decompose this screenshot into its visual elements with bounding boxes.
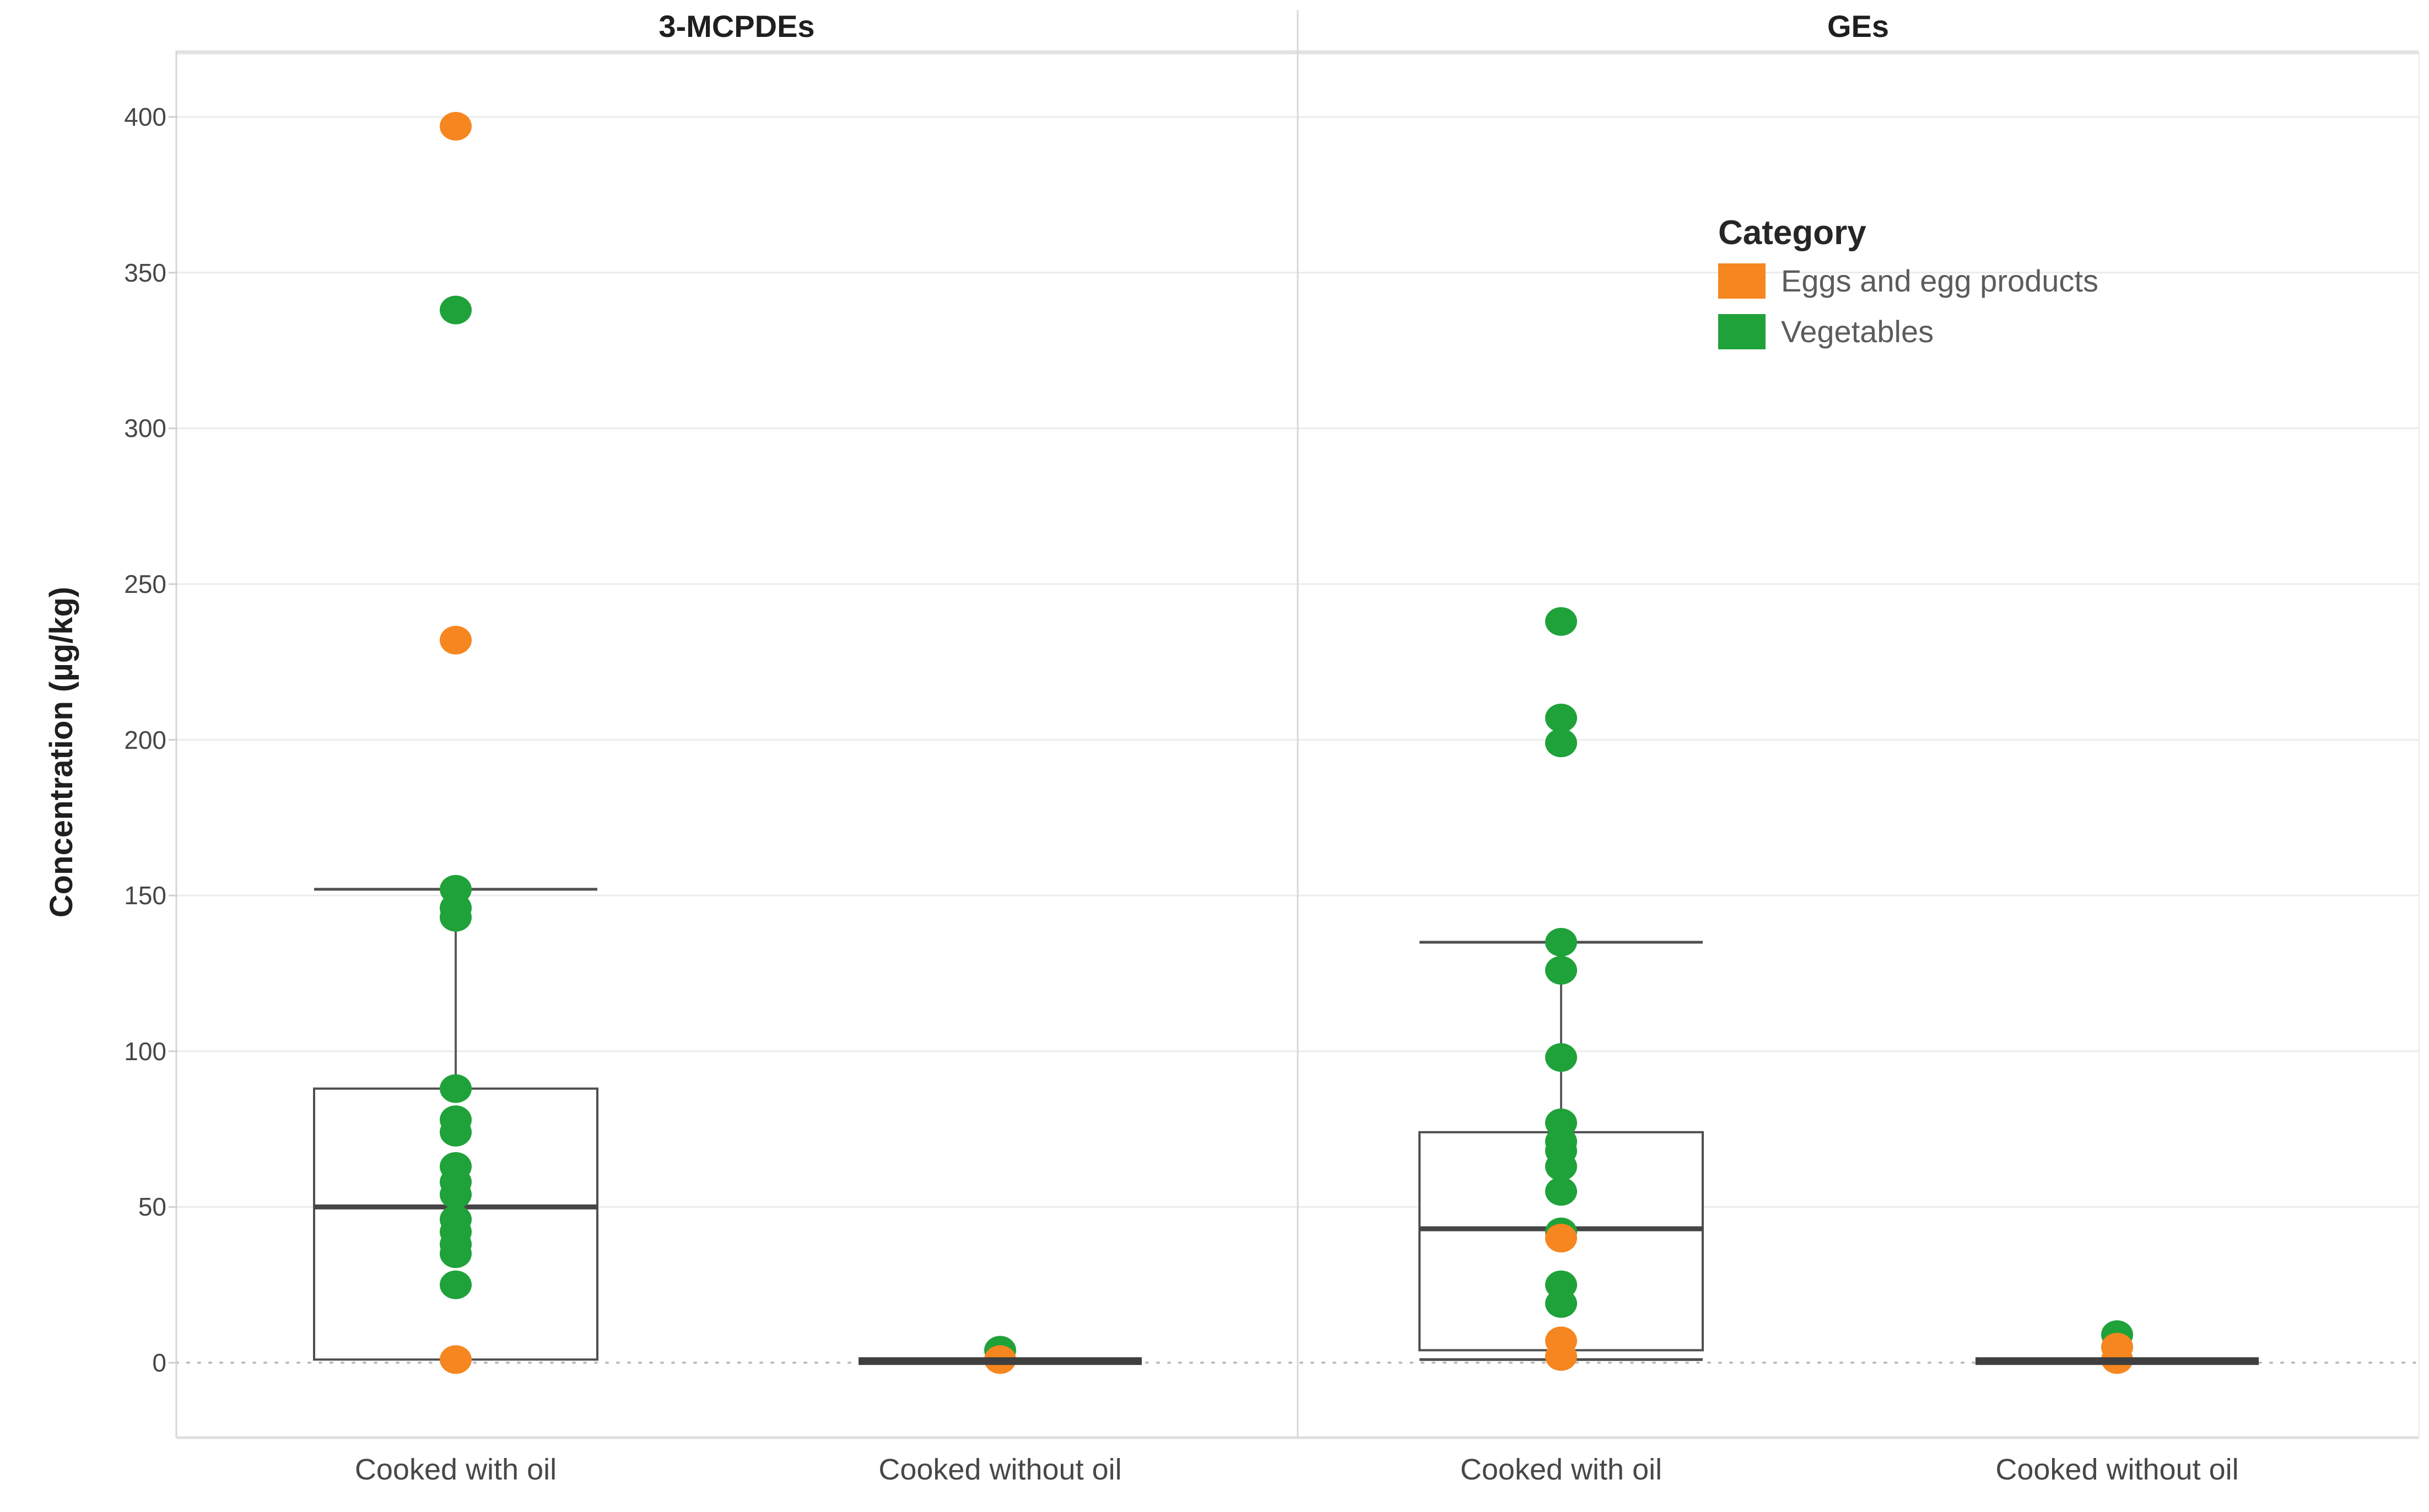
- data-point-eggs[interactable]: [1545, 1223, 1577, 1252]
- y-tick-label-200: 200: [124, 726, 166, 754]
- data-point-vegetables[interactable]: [1545, 927, 1577, 957]
- legend-item-vegetables[interactable]: Vegetables: [1718, 314, 2098, 349]
- legend-label-eggs: Eggs and egg products: [1781, 263, 2098, 298]
- data-point-vegetables[interactable]: [440, 903, 472, 932]
- data-point-vegetables[interactable]: [1545, 1177, 1577, 1206]
- y-tick-label-50: 50: [138, 1192, 166, 1221]
- y-tick-label-350: 350: [124, 258, 166, 287]
- data-point-vegetables[interactable]: [1545, 1152, 1577, 1181]
- y-tick-label-400: 400: [124, 102, 166, 131]
- x-label-p1-cooked-with-oil: Cooked with oil: [354, 1453, 557, 1486]
- data-point-vegetables[interactable]: [1545, 1043, 1577, 1072]
- legend-swatch-eggs-icon: [1718, 263, 1766, 299]
- panel-title-ges: GEs: [1827, 9, 1890, 44]
- data-point-vegetables[interactable]: [440, 295, 472, 325]
- legend: Category Eggs and egg products Vegetable…: [1718, 213, 2098, 365]
- legend-swatch-vegetables-icon: [1718, 314, 1766, 349]
- data-point-vegetables[interactable]: [1545, 728, 1577, 758]
- x-label-p2-cooked-without-oil: Cooked without oil: [1995, 1453, 2239, 1486]
- data-point-eggs[interactable]: [440, 1345, 472, 1374]
- panel-title-3mcpdes: 3-MCPDEs: [658, 9, 815, 44]
- x-label-p2-cooked-with-oil: Cooked with oil: [1460, 1453, 1662, 1486]
- data-point-eggs[interactable]: [440, 625, 472, 655]
- y-tick-label-0: 0: [152, 1348, 166, 1377]
- flat-box-p1-g2[interactable]: [859, 1357, 1142, 1365]
- flat-box-p2-g2[interactable]: [1975, 1357, 2259, 1365]
- data-point-eggs[interactable]: [1545, 1342, 1577, 1371]
- data-point-vegetables[interactable]: [440, 1117, 472, 1147]
- data-point-vegetables[interactable]: [440, 1270, 472, 1299]
- y-tick-label-250: 250: [124, 570, 166, 598]
- x-label-p1-cooked-without-oil: Cooked without oil: [878, 1453, 1122, 1486]
- data-point-eggs[interactable]: [440, 112, 472, 141]
- data-point-vegetables[interactable]: [440, 1074, 472, 1103]
- y-tick-label-300: 300: [124, 414, 166, 442]
- y-tick-label-100: 100: [124, 1037, 166, 1066]
- data-point-vegetables[interactable]: [440, 1180, 472, 1209]
- y-tick-label-150: 150: [124, 881, 166, 910]
- legend-item-eggs[interactable]: Eggs and egg products: [1718, 263, 2098, 299]
- data-point-vegetables[interactable]: [1545, 607, 1577, 636]
- data-point-vegetables[interactable]: [1545, 704, 1577, 733]
- data-point-vegetables[interactable]: [1545, 1289, 1577, 1318]
- data-point-vegetables[interactable]: [440, 1239, 472, 1268]
- data-point-vegetables[interactable]: [1545, 955, 1577, 985]
- legend-label-vegetables: Vegetables: [1781, 314, 1934, 349]
- legend-title: Category: [1718, 214, 1866, 252]
